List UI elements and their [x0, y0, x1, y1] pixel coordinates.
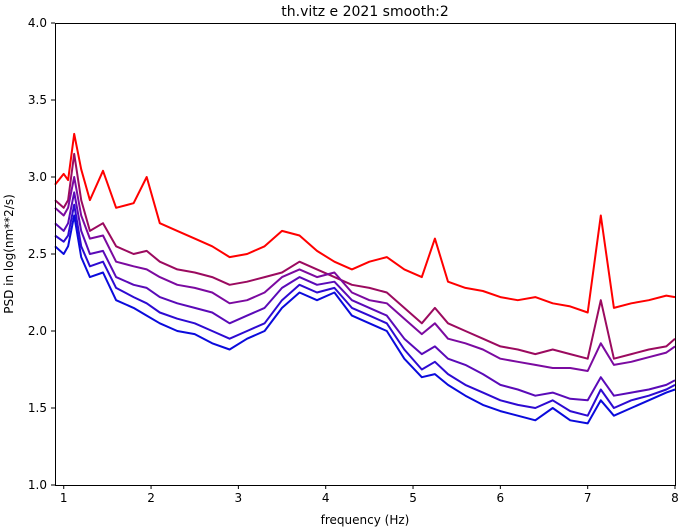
x-tick-label: 5 — [409, 491, 417, 505]
series-line-3 — [54, 176, 676, 372]
y-tick-label: 4.0 — [28, 16, 47, 30]
y-tick-label: 3.5 — [28, 93, 47, 107]
series-line-5 — [54, 203, 676, 417]
x-axis-label: frequency (Hz) — [321, 513, 410, 527]
y-axis: 1.0 1.5 2.0 2.5 3.0 3.5 4.0 — [28, 16, 55, 492]
y-tick-label: 2.0 — [28, 324, 47, 338]
x-tick-label: 2 — [147, 491, 155, 505]
y-axis-label: PSD in log(nm**2/s) — [2, 194, 16, 314]
x-tick-label: 3 — [235, 491, 243, 505]
y-tick-label: 1.0 — [28, 478, 47, 492]
x-tick-label: 6 — [497, 491, 505, 505]
series-line-2 — [54, 152, 676, 360]
chart-title: th.vitz e 2021 smooth:2 — [281, 4, 448, 20]
plot-lines — [54, 132, 676, 425]
y-tick-label: 2.5 — [28, 247, 47, 261]
series-line-6 — [54, 214, 676, 425]
x-tick-label: 4 — [322, 491, 330, 505]
series-line-1 — [54, 132, 676, 314]
y-tick-label: 1.5 — [28, 401, 47, 415]
series-line-4 — [54, 191, 676, 402]
x-tick-label: 7 — [584, 491, 592, 505]
y-tick-label: 3.0 — [28, 170, 47, 184]
x-tick-label: 1 — [60, 491, 68, 505]
x-tick-label: 8 — [671, 491, 679, 505]
plot-frame — [55, 23, 676, 486]
x-axis: 1 2 3 4 5 6 7 8 — [60, 485, 679, 505]
